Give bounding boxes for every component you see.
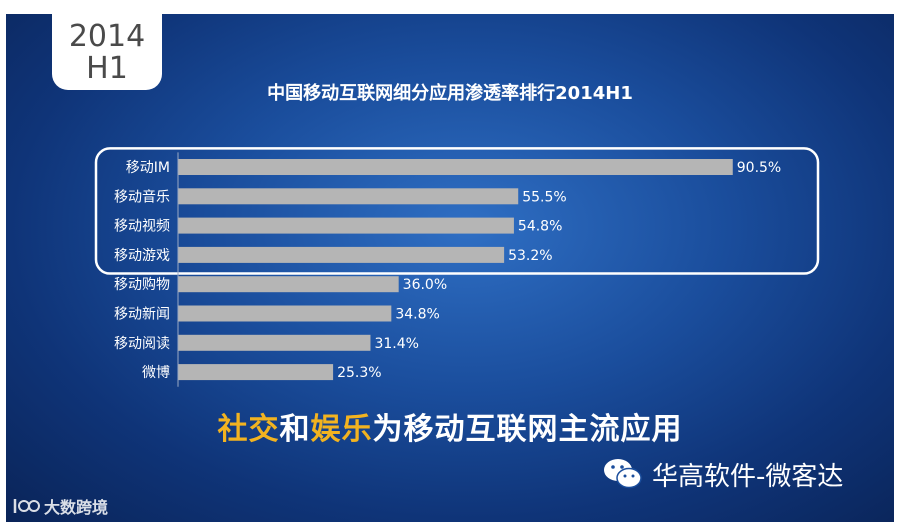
tagline-entertainment: 娱乐 bbox=[310, 412, 373, 447]
category-label: 移动购物 bbox=[114, 277, 170, 293]
value-label: 25.3% bbox=[337, 365, 381, 381]
value-label: 54.8% bbox=[518, 219, 562, 235]
wechat-account: 华高软件-微客达 bbox=[602, 454, 843, 494]
category-label: 移动游戏 bbox=[114, 248, 170, 264]
value-label: 31.4% bbox=[374, 336, 418, 352]
highlight-box bbox=[94, 147, 820, 275]
bar-chart: 移动IM 90.5% 移动音乐 55.5% 移动视频 54.8% 移动游戏 53.2% 移动购物… bbox=[94, 147, 820, 387]
bar bbox=[178, 188, 519, 205]
value-label: 53.2% bbox=[508, 248, 552, 264]
brand-logo: 大数跨境 bbox=[12, 494, 108, 518]
category-label: 移动音乐 bbox=[114, 188, 170, 205]
category-label: 移动阅读 bbox=[114, 335, 170, 352]
wechat-icon bbox=[604, 459, 642, 489]
bar bbox=[178, 159, 733, 175]
category-label: 移动IM bbox=[126, 160, 170, 176]
value-label: 55.5% bbox=[522, 189, 566, 205]
bar bbox=[178, 305, 392, 322]
tagline-social: 社交 bbox=[217, 412, 280, 447]
category-label: 移动新闻 bbox=[114, 307, 170, 323]
tagline: 社交和娱乐为移动互联网主流应用 bbox=[6, 404, 894, 448]
value-label: 34.8% bbox=[395, 307, 439, 323]
wechat-text: 华高软件-微客达 bbox=[652, 461, 844, 492]
logo-text: 大数跨境 bbox=[44, 498, 109, 517]
badge-half: H1 bbox=[86, 51, 128, 86]
value-label: 36.0% bbox=[403, 277, 447, 293]
category-label: 移动视频 bbox=[114, 219, 170, 235]
slide-background: 2014 H1 中国移动互联网细分应用渗透率排行2014H1 移动IM 90.5%… bbox=[6, 14, 894, 522]
chart-title: 中国移动互联网细分应用渗透率排行2014H1 bbox=[267, 83, 633, 104]
bar bbox=[178, 364, 334, 381]
tagline-and: 和 bbox=[279, 412, 311, 447]
bar bbox=[178, 217, 514, 234]
logo-icon bbox=[13, 499, 40, 513]
value-label: 90.5% bbox=[737, 160, 781, 176]
badge-year: 2014 bbox=[68, 19, 146, 54]
tagline-rest: 为移动互联网主流应用 bbox=[372, 412, 683, 447]
bar bbox=[178, 246, 505, 263]
bar bbox=[178, 334, 371, 351]
bar bbox=[178, 276, 399, 293]
category-label: 微博 bbox=[142, 364, 170, 381]
period-badge: 2014 H1 bbox=[52, 14, 162, 90]
